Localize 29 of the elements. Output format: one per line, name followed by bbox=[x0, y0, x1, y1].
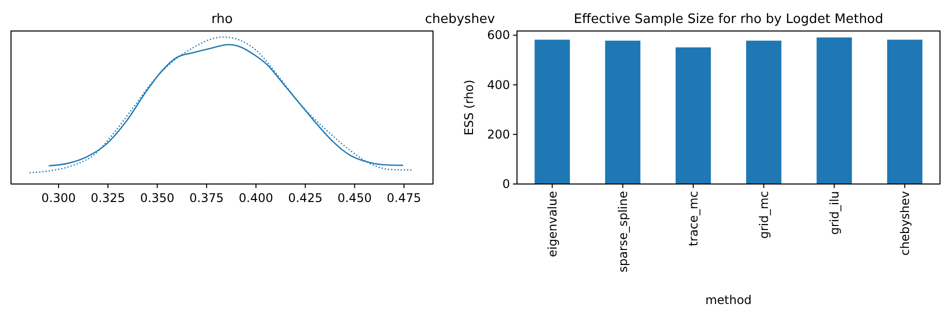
x-tick-label: sparse_spline bbox=[616, 191, 630, 272]
x-tick-label: 0.300 bbox=[41, 191, 76, 205]
x-tick-label: 0.475 bbox=[386, 191, 422, 205]
x-tick-label: grid_ilu bbox=[827, 191, 842, 235]
x-axis-title: method bbox=[705, 293, 752, 307]
x-tick-label: trace_mc bbox=[686, 191, 700, 246]
chart-title: rho bbox=[211, 12, 233, 27]
y-tick-label: 600 bbox=[487, 28, 510, 42]
chart-title: Effective Sample Size for rho by Logdet Method bbox=[574, 12, 884, 27]
x-tick-label: 0.325 bbox=[90, 191, 126, 205]
text: chebyshev bbox=[424, 12, 496, 27]
x-tick-label: 0.425 bbox=[288, 191, 322, 205]
bar bbox=[887, 40, 922, 184]
y-axis-title: ESS (rho) bbox=[462, 80, 476, 136]
x-tick-label: 0.375 bbox=[189, 191, 224, 205]
bar bbox=[746, 40, 782, 184]
bar bbox=[534, 40, 570, 184]
y-tick-label: 400 bbox=[487, 78, 510, 92]
x-tick-label: grid_mc bbox=[756, 191, 771, 239]
x-tick-label: 0.400 bbox=[238, 191, 274, 205]
x-tick-label: 0.450 bbox=[337, 191, 372, 205]
x-tick-label: chebyshev bbox=[898, 191, 912, 256]
y-tick-label: 200 bbox=[487, 127, 510, 142]
bar bbox=[605, 40, 640, 184]
bar bbox=[676, 47, 711, 184]
x-tick-label: 0.350 bbox=[140, 191, 174, 205]
x-tick-label: eigenvalue bbox=[545, 191, 560, 258]
bar bbox=[816, 37, 852, 184]
y-tick-label: 0 bbox=[502, 177, 510, 191]
